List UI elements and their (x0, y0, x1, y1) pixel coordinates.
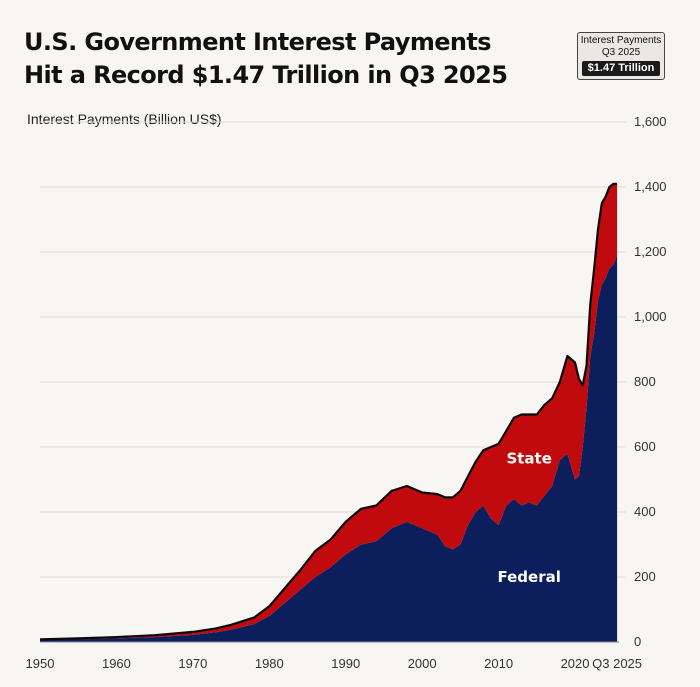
federal-area-label: Federal (497, 568, 560, 586)
chart-title: U.S. Government Interest Payments Hit a … (24, 26, 508, 92)
y-tick-label: 1,600 (634, 114, 667, 129)
x-axis-ticks: 1950 1960 1970 1980 1990 2000 2010 2020 Q3 2025 (26, 656, 642, 671)
y-axis-label: Interest Payments (Billion US$) (27, 111, 222, 127)
x-tick-label: 1960 (102, 656, 131, 671)
state-area (40, 183, 618, 641)
record-badge: Interest Payments Q3 2025 $1.47 Trillion (577, 32, 665, 80)
state-area-label: State (506, 449, 551, 467)
y-tick-label: 1,200 (634, 244, 667, 259)
y-tick-label: 1,000 (634, 309, 667, 324)
x-tick-label: 1950 (26, 656, 55, 671)
x-tick-label: 2000 (408, 656, 437, 671)
y-tick-label: 800 (634, 374, 656, 389)
x-tick-label: 2020 (561, 656, 590, 671)
x-tick-label: 1990 (331, 656, 360, 671)
x-tick-label: 1980 (255, 656, 284, 671)
total-line (39, 182, 618, 641)
federal-area (40, 255, 618, 643)
y-tick-label: 1,400 (634, 179, 667, 194)
y-tick-label: 200 (634, 569, 656, 584)
badge-line-1: Interest Payments (580, 35, 662, 46)
y-tick-label: 400 (634, 504, 656, 519)
x-tick-label: Q3 2025 (592, 656, 642, 671)
title-line-2: Hit a Record $1.47 Trillion in Q3 2025 (24, 61, 508, 89)
y-tick-label: 0 (634, 634, 641, 649)
x-tick-label: 2010 (484, 656, 513, 671)
y-axis-ticks: 0 200 400 600 800 1,000 1,200 1,400 1,600 (634, 114, 667, 649)
badge-value: $1.47 Trillion (582, 61, 660, 76)
badge-line-2: Q3 2025 (601, 47, 641, 58)
y-tick-label: 600 (634, 439, 656, 454)
x-tick-label: 1970 (178, 656, 207, 671)
title-line-1: U.S. Government Interest Payments (24, 28, 492, 56)
